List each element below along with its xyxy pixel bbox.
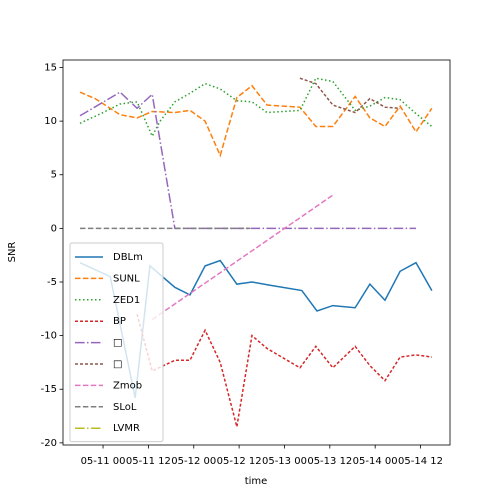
series-line <box>79 91 416 230</box>
x-axis-label: time <box>245 476 268 487</box>
series-line <box>79 77 433 138</box>
legend-label: LVMR <box>113 423 140 434</box>
legend-label: SLoL <box>113 402 137 413</box>
legend-label: ZED1 <box>113 295 140 306</box>
y-tick-label: -15 <box>41 384 57 395</box>
series-line <box>151 194 334 321</box>
plot-frame <box>62 59 451 446</box>
y-tick-label: -5 <box>47 277 57 288</box>
legend-label: □ <box>113 359 122 370</box>
x-tick-label: 05-14 00 <box>353 456 398 467</box>
series-line <box>299 77 401 114</box>
legend-label: BP <box>113 316 126 327</box>
y-tick-label: -10 <box>41 331 57 342</box>
series-line <box>79 84 433 158</box>
y-axis-label: SNR <box>7 242 18 263</box>
y-tick-label: 0 <box>51 223 57 234</box>
x-tick-label: 05-14 12 <box>398 456 443 467</box>
y-tick-label: 5 <box>51 170 57 181</box>
x-tick-label: 05-13 00 <box>262 456 307 467</box>
y-tick-label: -20 <box>41 438 57 449</box>
x-tick-label: 05-12 12 <box>217 456 262 467</box>
x-tick-label: 05-12 00 <box>171 456 216 467</box>
x-tick-label: 05-11 12 <box>126 456 171 467</box>
x-tick-label: 05-13 12 <box>307 456 352 467</box>
series-line <box>136 313 432 427</box>
legend-label: Zmob <box>113 380 142 391</box>
legend-label: SUNL <box>113 273 140 284</box>
legend-label: DBLm <box>113 252 143 263</box>
legend-frame <box>69 242 164 443</box>
legend-label: □ <box>113 338 122 349</box>
y-tick-label: 15 <box>44 63 57 74</box>
x-tick-label: 05-11 00 <box>81 456 126 467</box>
y-tick-label: 10 <box>44 116 57 127</box>
